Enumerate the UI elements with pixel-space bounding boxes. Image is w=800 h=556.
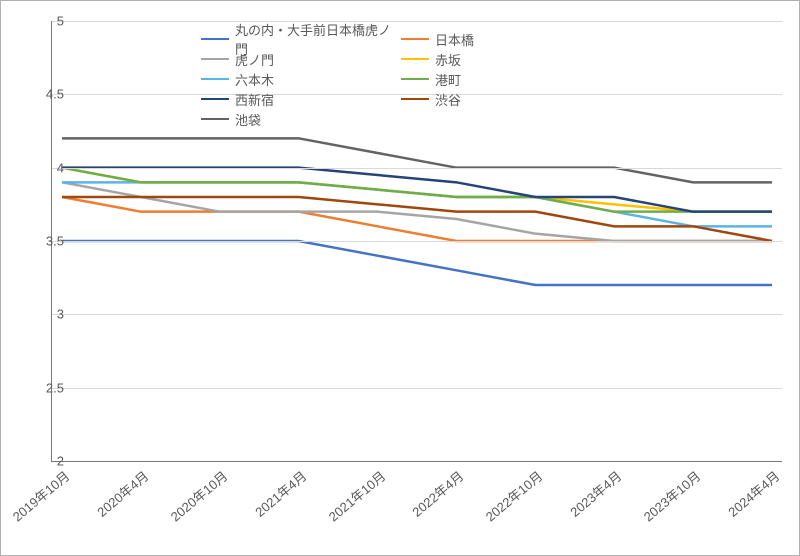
gridline — [52, 21, 782, 22]
legend-swatch — [401, 78, 429, 80]
gridline — [52, 388, 782, 389]
series-line — [62, 138, 772, 182]
x-tick-label: 2021年10月 — [323, 466, 388, 525]
x-tick-label: 2021年4月 — [250, 466, 310, 521]
legend-swatch — [201, 58, 229, 60]
legend-label: 六本木 — [235, 70, 274, 89]
x-tick-label: 2022年10月 — [481, 466, 546, 525]
legend-swatch — [201, 118, 229, 120]
x-tick-label: 2023年4月 — [566, 466, 626, 521]
legend-item: 六本木 — [201, 69, 401, 89]
legend-swatch — [401, 58, 429, 60]
legend-item: 池袋 — [201, 109, 401, 129]
x-tick-label: 2019年10月 — [8, 466, 73, 525]
line-chart: 丸の内・大手前日本橋虎ノ門 日本橋虎ノ門 赤坂六本木 港町西新宿 渋谷池袋 2 2.5 3 3… — [0, 0, 800, 556]
series-line — [62, 168, 772, 212]
legend-label: 池袋 — [235, 110, 261, 129]
gridline — [52, 168, 782, 169]
legend-row: 丸の内・大手前日本橋虎ノ門 日本橋 — [201, 29, 601, 49]
legend-swatch — [401, 98, 429, 100]
legend-item: 赤坂 — [401, 49, 601, 69]
series-line — [62, 168, 772, 212]
legend-label: 渋谷 — [435, 90, 461, 109]
y-tick-label: 3.5 — [24, 234, 64, 249]
legend-item: 西新宿 — [201, 89, 401, 109]
legend-item: 日本橋 — [401, 29, 601, 49]
series-line — [62, 197, 772, 241]
gridline — [52, 241, 782, 242]
legend-item: 港町 — [401, 69, 601, 89]
legend-label: 港町 — [435, 70, 461, 89]
x-tick-label: 2020年10月 — [166, 466, 231, 525]
y-tick-label: 3 — [24, 307, 64, 322]
legend: 丸の内・大手前日本橋虎ノ門 日本橋虎ノ門 赤坂六本木 港町西新宿 渋谷池袋 — [201, 29, 601, 129]
x-tick-label: 2022年4月 — [408, 466, 468, 521]
legend-swatch — [201, 38, 229, 40]
legend-swatch — [201, 78, 229, 80]
series-line — [62, 182, 772, 226]
x-tick-label: 2024年4月 — [723, 466, 783, 521]
legend-item: 虎ノ門 — [201, 49, 401, 69]
legend-item: 渋谷 — [401, 89, 601, 109]
legend-row: 池袋 — [201, 109, 601, 129]
legend-label: 虎ノ門 — [235, 50, 274, 69]
series-line — [62, 241, 772, 285]
legend-row: 六本木 港町 — [201, 69, 601, 89]
legend-label: 赤坂 — [435, 50, 461, 69]
y-tick-label: 4 — [24, 160, 64, 175]
x-tick-label: 2023年10月 — [639, 466, 704, 525]
x-tick-label: 2020年4月 — [92, 466, 152, 521]
y-tick-label: 2 — [24, 454, 64, 469]
legend-item: 丸の内・大手前日本橋虎ノ門 — [201, 29, 401, 49]
gridline — [52, 314, 782, 315]
y-tick-label: 2.5 — [24, 380, 64, 395]
series-line — [62, 168, 772, 212]
legend-label: 日本橋 — [435, 30, 474, 49]
legend-label: 西新宿 — [235, 90, 274, 109]
legend-row: 虎ノ門 赤坂 — [201, 49, 601, 69]
y-tick-label: 5 — [24, 14, 64, 29]
legend-row: 西新宿 渋谷 — [201, 89, 601, 109]
legend-swatch — [201, 98, 229, 100]
legend-swatch — [401, 38, 429, 40]
y-tick-label: 4.5 — [24, 87, 64, 102]
